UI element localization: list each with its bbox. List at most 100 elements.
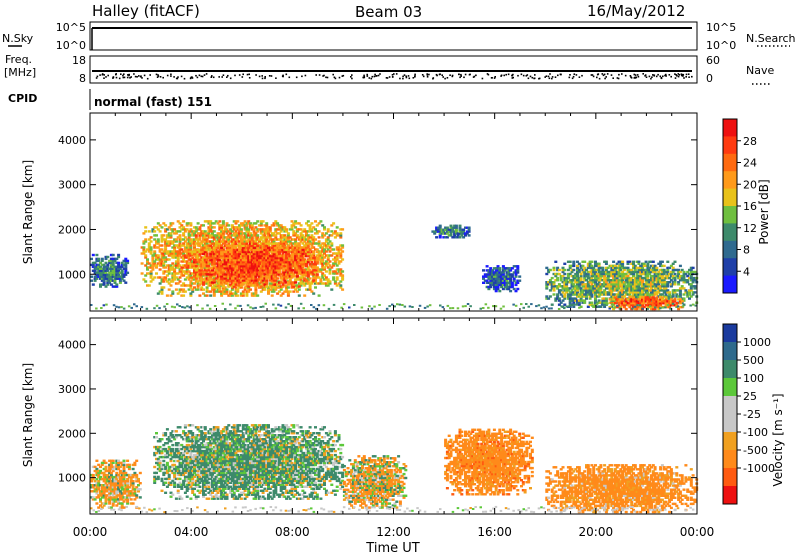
power-echo-cell bbox=[341, 228, 345, 231]
power-echo-cell bbox=[117, 261, 121, 265]
power-echo-cell bbox=[646, 276, 650, 280]
power-echo-cell bbox=[326, 236, 330, 239]
power-echo-cell bbox=[241, 240, 245, 243]
power-echo-cell bbox=[202, 246, 205, 250]
power-echo-cell bbox=[622, 283, 626, 286]
power-echo-cell bbox=[245, 267, 249, 270]
power-echo-cell bbox=[319, 220, 323, 223]
power-echo-cell bbox=[202, 283, 205, 286]
power-echo-cell bbox=[566, 297, 570, 300]
power-echo-cell bbox=[617, 274, 621, 278]
power-echo-cell bbox=[554, 274, 558, 278]
power-echo-cell bbox=[263, 277, 267, 280]
power-echo-cell bbox=[258, 240, 261, 243]
power-echo-cell bbox=[321, 232, 325, 235]
power-echo-cell bbox=[202, 230, 205, 233]
power-echo-cell bbox=[274, 286, 278, 289]
power-echo-cell bbox=[230, 279, 234, 282]
power-echo-cell bbox=[225, 290, 229, 293]
power-echo-cell bbox=[239, 261, 243, 264]
power-echo-cell bbox=[642, 293, 646, 296]
power-echo-cell bbox=[272, 232, 276, 235]
power-echo-cell bbox=[223, 290, 227, 293]
nave-point bbox=[633, 73, 636, 76]
power-echo-cell bbox=[214, 280, 218, 283]
power-echo-cell bbox=[310, 256, 314, 260]
power-echo-cell bbox=[617, 281, 621, 284]
power-echo-cell bbox=[202, 250, 205, 253]
power-echo-cell bbox=[435, 228, 439, 231]
power-echo-cell bbox=[621, 293, 625, 296]
power-echo-cell bbox=[164, 260, 168, 263]
power-echo-cell bbox=[254, 288, 258, 291]
power-echo-cell bbox=[615, 295, 619, 298]
power-echo-cell bbox=[236, 250, 240, 254]
power-echo-cell bbox=[241, 236, 245, 239]
power-echo-cell bbox=[566, 289, 570, 292]
power-echo-cell bbox=[223, 269, 227, 272]
power-echo-cell bbox=[279, 294, 283, 297]
power-echo-cell bbox=[164, 270, 168, 273]
power-echo-cell bbox=[97, 275, 101, 278]
power-echo-cell bbox=[212, 270, 216, 273]
power-echo-cell bbox=[579, 283, 583, 286]
power-echo-cell bbox=[230, 240, 234, 243]
power-echo-cell bbox=[326, 266, 330, 269]
power-echo-cell bbox=[256, 256, 260, 260]
power-echo-cell bbox=[617, 293, 621, 296]
power-echo-cell bbox=[117, 269, 121, 272]
power-echo-cell bbox=[109, 263, 113, 267]
power-echo-cell bbox=[227, 271, 231, 274]
nave-point bbox=[645, 76, 648, 78]
power-echo-cell bbox=[617, 260, 621, 263]
power-echo-cell bbox=[633, 291, 637, 294]
power-echo-cell bbox=[315, 282, 319, 285]
power-echo-cell bbox=[295, 230, 299, 233]
power-echo-cell bbox=[449, 232, 453, 235]
power-echo-cell bbox=[299, 263, 303, 266]
power-echo-cell bbox=[203, 256, 207, 259]
power-echo-cell bbox=[234, 248, 238, 251]
power-echo-cell bbox=[258, 265, 261, 268]
power-echo-cell bbox=[330, 254, 334, 257]
power-echo-cell bbox=[619, 274, 623, 278]
power-echo-cell bbox=[272, 244, 276, 248]
power-echo-cell bbox=[270, 254, 274, 258]
power-echo-cell bbox=[256, 252, 260, 256]
power-echo-cell bbox=[644, 289, 648, 292]
power-echo-cell bbox=[147, 238, 151, 241]
power-echo-cell bbox=[267, 246, 270, 250]
power-echo-cell bbox=[592, 305, 596, 308]
power-echo-cell bbox=[556, 268, 560, 272]
power-echo-cell bbox=[272, 269, 276, 272]
power-echo-cell bbox=[270, 288, 274, 291]
nave-point bbox=[520, 73, 523, 76]
power-echo-cell bbox=[576, 264, 579, 268]
power-echo-cell bbox=[211, 278, 214, 281]
power-echo-cell bbox=[171, 250, 175, 253]
power-echo-cell bbox=[613, 281, 617, 284]
power-echo-cell bbox=[303, 277, 307, 280]
power-echo-cell bbox=[245, 286, 249, 289]
power-echo-cell bbox=[267, 236, 270, 239]
power-echo-cell bbox=[552, 272, 556, 276]
power-echo-cell bbox=[646, 289, 650, 292]
power-echo-cell bbox=[335, 278, 339, 281]
power-echo-cell bbox=[277, 265, 281, 268]
power-echo-cell bbox=[91, 253, 95, 257]
power-echo-cell bbox=[626, 279, 630, 282]
power-echo-cell bbox=[312, 250, 316, 254]
power-echo-cell bbox=[267, 290, 270, 293]
power-echo-cell bbox=[290, 228, 294, 231]
power-echo-cell bbox=[295, 254, 299, 258]
power-echo-cell bbox=[288, 250, 292, 253]
power-echo-cell bbox=[308, 284, 312, 287]
power-echo-cell bbox=[281, 266, 285, 269]
power-echo-cell bbox=[209, 230, 213, 233]
power-echo-cell bbox=[277, 238, 281, 241]
power-echo-cell bbox=[286, 263, 290, 266]
power-echo-cell bbox=[232, 267, 236, 270]
power-echo-cell bbox=[187, 230, 191, 233]
power-echo-cell bbox=[290, 285, 294, 288]
power-echo-cell bbox=[563, 272, 567, 276]
